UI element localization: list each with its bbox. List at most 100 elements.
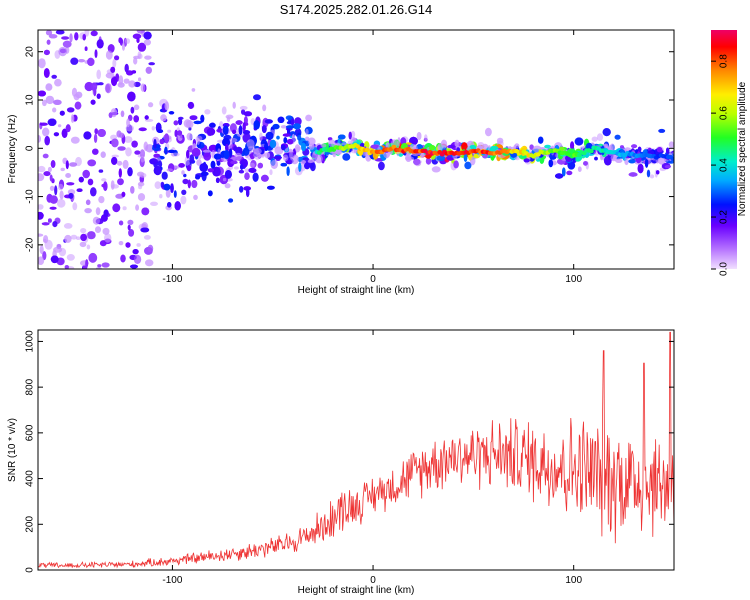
spectrogram-cell — [453, 160, 459, 169]
spectrogram-cell — [136, 37, 140, 43]
spectrogram-cell — [240, 164, 244, 170]
spectrogram-cell — [121, 191, 126, 197]
spectrogram-cell — [105, 72, 115, 79]
y-tick-label: 0 — [25, 567, 36, 573]
spectrogram-cell — [127, 167, 133, 177]
spectrogram-cell — [548, 159, 554, 168]
spectrogram-cell — [570, 141, 575, 151]
spectrogram-cell — [281, 144, 286, 151]
spectrogram-cell — [137, 193, 146, 201]
colorbar-ticks: 0.0 0.2 0.4 0.6 0.8 — [711, 54, 730, 276]
spectrogram-cell — [87, 159, 97, 167]
spectrogram-cell — [96, 69, 101, 80]
y-tick-label: 1000 — [25, 330, 36, 353]
spectrogram-cell — [122, 206, 127, 211]
spectrogram-cell — [253, 94, 261, 101]
spectrogram-ridge-cell — [670, 156, 674, 161]
y-tick-label: 10 — [25, 94, 36, 106]
snr-x-ticks: -100 0 100 — [162, 330, 582, 586]
spectrogram-cell — [225, 114, 234, 120]
spectrogram-cell — [147, 244, 154, 253]
spectrogram-cell — [90, 99, 96, 105]
spectrogram-cell — [134, 150, 141, 155]
y-tick-label: 600 — [25, 424, 36, 441]
x-tick-label: -100 — [162, 575, 182, 586]
spectrogram-cell — [470, 156, 476, 166]
spectrogram-cell — [39, 122, 48, 126]
spectrogram-cell — [583, 161, 588, 166]
spectrogram-cell — [215, 177, 220, 183]
spectrogram-cell — [54, 185, 58, 196]
spectrogram-cell — [47, 118, 57, 126]
spectrogram-cell — [42, 251, 47, 261]
spectrogram-cell — [111, 156, 118, 165]
spectrogram-cell — [646, 169, 651, 178]
spectrogram-cell — [85, 259, 89, 268]
spectrogram-cell — [49, 174, 53, 182]
spectrogram-cell — [224, 183, 231, 189]
spectrogram-cell — [257, 162, 263, 169]
spectrogram-cell — [43, 171, 51, 177]
spectrogram-cell — [138, 77, 142, 82]
spectrogram-cell — [116, 160, 123, 166]
spectrogram-cell — [239, 186, 244, 193]
x-tick-label: 100 — [565, 274, 582, 285]
spectrogram-cell — [191, 180, 198, 188]
spectrogram-cell — [161, 171, 168, 180]
y-tick-label: 20 — [25, 46, 36, 58]
colorbar-tick-label: 0.6 — [719, 106, 730, 120]
spectrogram-cell — [177, 130, 183, 136]
spectrogram-cell — [596, 133, 604, 142]
spectrogram-cell — [297, 134, 302, 141]
spectrogram-cell — [140, 155, 145, 163]
spectrogram-cell — [335, 148, 343, 156]
snr-y-ticks: 0 200 400 600 800 1000 — [25, 330, 674, 573]
spectrogram-cell — [133, 55, 140, 60]
y-tick-label: 800 — [25, 378, 36, 395]
spectrogram-cell — [282, 133, 291, 137]
spectrogram-ridge-cell — [588, 149, 594, 154]
spectrogram-cell — [164, 101, 170, 111]
spectrogram-cell — [45, 83, 53, 91]
spectrogram-cell — [243, 186, 251, 191]
spectrogram-cell — [189, 154, 195, 164]
spectrogram-cell — [191, 88, 196, 92]
spectrogram-cell — [594, 156, 598, 161]
spectrogram-cell — [242, 147, 250, 156]
spectrogram-cell — [38, 233, 44, 237]
y-tick-label: 400 — [25, 470, 36, 487]
spectrogram-cell — [280, 125, 287, 129]
spectrogram-cell — [42, 153, 49, 159]
spectrogram-cell — [57, 183, 64, 191]
spectrogram-cell — [283, 154, 289, 162]
spectrogram-cell — [131, 140, 138, 148]
spectrogram-cell — [473, 153, 479, 158]
spectrogram-cell — [225, 143, 229, 152]
spectrogram-cell — [50, 160, 56, 168]
spectrogram-cell — [124, 63, 129, 73]
spectrogram-cell — [85, 199, 91, 206]
spectrogram-cell — [243, 111, 252, 117]
spectrogram-cell — [123, 78, 130, 84]
spectrogram-cell — [269, 169, 273, 176]
spectrogram-cell — [203, 151, 212, 161]
spectrogram-cell — [116, 130, 122, 138]
spectrogram-cell — [298, 162, 302, 172]
spectrogram-cell — [138, 127, 147, 132]
colorbar-tick-label: 0.2 — [719, 210, 730, 224]
spectrogram-cell — [63, 223, 73, 229]
spectrogram-cell — [180, 195, 187, 205]
spectrogram-cell — [137, 171, 145, 177]
spectrogram-cell — [105, 50, 113, 60]
spectrogram-cell — [174, 129, 178, 137]
spectrogram-cell — [234, 152, 242, 161]
spectrogram-cell — [59, 110, 65, 116]
spectrogram-cell — [78, 176, 84, 183]
colorbar: 0.0 0.2 0.4 0.6 0.8 Normalized spectral ampl… — [711, 30, 748, 276]
spectrogram-cell — [644, 158, 649, 168]
spectrogram-cell — [304, 162, 311, 170]
spectrogram-cell — [70, 136, 80, 144]
spectrogram-cell — [253, 148, 262, 155]
spectrogram-cell — [628, 172, 638, 177]
